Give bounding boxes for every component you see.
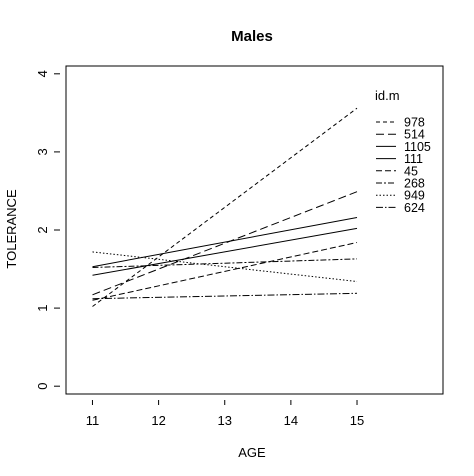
legend-label-978: 978 [404,116,425,130]
series-line-949 [92,251,358,282]
x-tick-label: 15 [350,413,364,428]
series-line-268 [92,258,358,268]
series-line-514 [92,191,358,296]
legend-label-624: 624 [404,201,425,215]
legend-label-514: 514 [404,128,425,142]
series-line-111 [92,227,358,276]
plot-frame [65,65,444,395]
series-line-978 [92,107,358,307]
x-tick-label: 13 [218,413,232,428]
y-tick-label: 3 [35,148,50,155]
x-tick-label: 12 [151,413,165,428]
y-tick-label: 4 [35,70,50,77]
y-tick-label: 1 [35,304,50,311]
chart-title: Males [231,28,273,45]
series-lines [92,107,358,307]
series-line-624 [92,292,358,300]
series-line-45 [92,242,358,301]
legend-label-45: 45 [404,164,418,178]
legend-title: id.m [375,88,400,103]
x-tick-label: 14 [284,413,298,428]
x-axis-label: AGE [238,445,266,460]
y-axis: 0 1 2 3 4 [35,70,60,390]
y-tick-label: 2 [35,226,50,233]
legend-label-1105: 1105 [404,140,431,154]
legend-label-268: 268 [404,177,425,191]
y-axis-label: TOLERANCE [4,189,19,269]
legend-label-949: 949 [404,189,425,203]
x-tick-label: 11 [86,413,100,428]
legend-label-111: 111 [404,152,423,166]
x-axis: 11 12 13 14 15 [86,400,364,428]
series-line-1105 [92,217,358,268]
y-tick-label: 0 [35,383,50,390]
